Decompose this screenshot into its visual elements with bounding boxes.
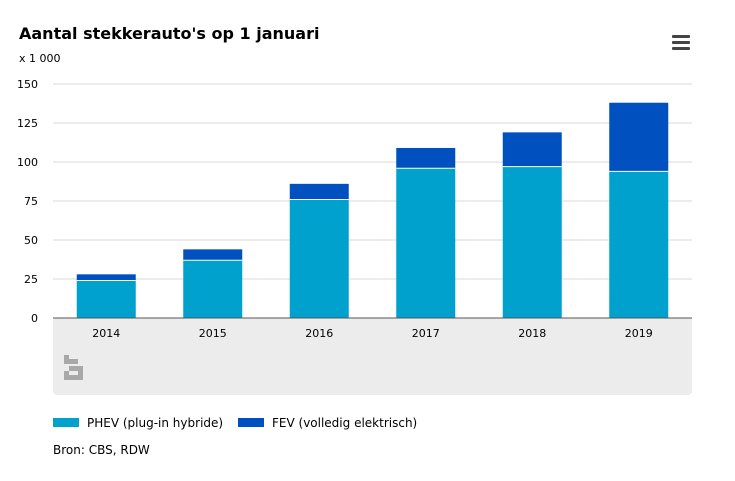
y-tick-label: 50 [24,234,38,247]
bar-phev[interactable] [502,166,562,318]
x-tick-label: 2019 [625,327,653,340]
bar-phev[interactable] [609,171,669,318]
x-tick-label: 2014 [92,327,120,340]
bar-phev[interactable] [183,260,243,318]
y-tick-labels: 0 25 50 75 100 125 150 [17,78,38,325]
chart-title: Aantal stekkerauto's op 1 januari [19,24,320,43]
y-tick-label: 25 [24,273,38,286]
bar-fev[interactable] [289,183,349,200]
cbs-logo-icon [64,355,83,380]
bar-phev[interactable] [396,168,456,318]
bar-fev[interactable] [396,147,456,169]
y-unit-label: x 1 000 [19,52,61,65]
y-tick-label: 75 [24,195,38,208]
bar-fev[interactable] [76,274,136,281]
legend-swatch-fev [238,418,264,427]
legend-label-phev: PHEV (plug-in hybride) [87,416,224,430]
hamburger-menu-icon[interactable] [671,34,691,50]
legend-item-fev[interactable]: FEV (volledig elektrisch) [238,416,417,430]
y-tick-label: 0 [31,312,38,325]
bars [76,102,669,318]
legend-label-fev: FEV (volledig elektrisch) [272,416,418,430]
x-tick-label: 2015 [199,327,227,340]
bar-phev[interactable] [289,199,349,318]
bar-fev[interactable] [183,249,243,261]
source-note: Bron: CBS, RDW [53,443,150,457]
x-tick-label: 2017 [412,327,440,340]
y-tick-label: 100 [17,156,38,169]
x-tick-label: 2016 [305,327,333,340]
bar-fev[interactable] [502,132,562,167]
bar-phev[interactable] [76,280,136,318]
legend-item-phev[interactable]: PHEV (plug-in hybride) [53,416,223,430]
y-tick-label: 150 [17,78,38,91]
y-tick-label: 125 [17,117,38,130]
x-tick-label: 2018 [518,327,546,340]
legend-swatch-phev [53,418,79,427]
x-tick-labels: 2014 2015 2016 2017 2018 2019 [92,327,653,340]
x-axis-panel [53,318,692,395]
bar-fev[interactable] [609,102,669,172]
grid-lines [53,83,692,280]
